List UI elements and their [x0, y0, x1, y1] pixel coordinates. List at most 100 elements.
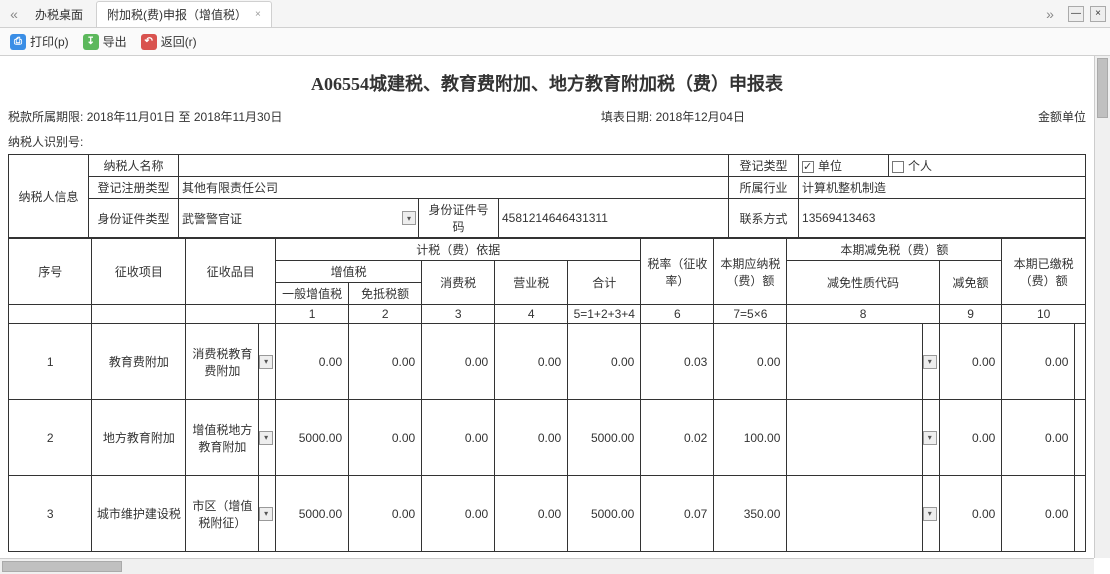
- tab-nav-right[interactable]: »: [1040, 6, 1060, 22]
- info-section-label: 纳税人信息: [9, 155, 89, 238]
- cell-v8[interactable]: [787, 476, 923, 552]
- cell-v4[interactable]: 0.00: [495, 324, 568, 400]
- cell-v8[interactable]: [787, 324, 923, 400]
- vertical-scrollbar[interactable]: [1094, 56, 1110, 558]
- cell-v3[interactable]: 0.00: [422, 476, 495, 552]
- cell-goods[interactable]: 市区（增值税附征）: [186, 476, 259, 552]
- exempt-dropdown[interactable]: ▾: [923, 476, 940, 552]
- cell-v2[interactable]: 0.00: [349, 324, 422, 400]
- tab-surtax-declare[interactable]: 附加税(费)申报（增值税） ×: [96, 1, 272, 27]
- period-value: 2018年11月01日 至 2018年11月30日: [87, 110, 283, 124]
- unit-check-label: 单位: [818, 159, 842, 173]
- regtype-label: 登记注册类型: [89, 177, 179, 199]
- idno-value[interactable]: 4581214646431311: [499, 199, 729, 238]
- back-icon: ↶: [141, 34, 157, 50]
- horizontal-scrollbar[interactable]: [0, 558, 1094, 574]
- hdr-vat: 增值税: [276, 261, 422, 283]
- goods-dropdown[interactable]: ▾: [259, 476, 276, 552]
- cell-edge: [1075, 400, 1086, 476]
- tab-nav-left[interactable]: «: [4, 6, 24, 22]
- cell-v2[interactable]: 0.00: [349, 476, 422, 552]
- cell-v4[interactable]: 0.00: [495, 400, 568, 476]
- cell-goods[interactable]: 消费税教育费附加: [186, 324, 259, 400]
- idtype-value[interactable]: 武警警官证 ▾: [179, 199, 419, 238]
- cell-v6[interactable]: 0.02: [641, 400, 714, 476]
- cell-v9[interactable]: 0.00: [939, 476, 1002, 552]
- hdr-paid: 本期已缴税（费）额: [1002, 239, 1086, 305]
- unit-label: 金额单位: [1038, 110, 1086, 124]
- cell-v9[interactable]: 0.00: [939, 324, 1002, 400]
- close-icon[interactable]: ×: [255, 9, 261, 20]
- cell-v9[interactable]: 0.00: [939, 400, 1002, 476]
- table-row: 1教育费附加消费税教育费附加▾0.000.000.000.000.000.030…: [9, 324, 1086, 400]
- exempt-dropdown[interactable]: ▾: [923, 324, 940, 400]
- cell-v8[interactable]: [787, 400, 923, 476]
- hdr-n9: 9: [939, 305, 1002, 324]
- table-row: 3城市维护建设税市区（增值税附征）▾5000.000.000.000.00500…: [9, 476, 1086, 552]
- hdr-exempt-amt: 减免额: [939, 261, 1002, 305]
- tab-bar: « 办税桌面 附加税(费)申报（增值税） × » — ×: [0, 0, 1110, 28]
- person-checkbox[interactable]: [892, 161, 904, 173]
- taxpayer-info-table: 纳税人信息 纳税人名称 登记类型 单位 个人 登记注册类型 其他有限责任公司 所…: [8, 154, 1086, 238]
- chevron-down-icon[interactable]: ▾: [923, 507, 937, 521]
- idtype-label: 身份证件类型: [89, 199, 179, 238]
- hdr-n3: 3: [422, 305, 495, 324]
- chevron-down-icon[interactable]: ▾: [259, 355, 273, 369]
- export-button[interactable]: ↧ 导出: [83, 33, 127, 50]
- unit-checkbox-cell[interactable]: 单位: [799, 155, 889, 177]
- chevron-down-icon[interactable]: ▾: [259, 507, 273, 521]
- cell-v1[interactable]: 5000.00: [276, 476, 349, 552]
- chevron-down-icon[interactable]: ▾: [923, 431, 937, 445]
- cell-v4[interactable]: 0.00: [495, 476, 568, 552]
- cell-v10[interactable]: 0.00: [1002, 400, 1075, 476]
- goods-dropdown[interactable]: ▾: [259, 324, 276, 400]
- name-label: 纳税人名称: [89, 155, 179, 177]
- exempt-dropdown[interactable]: ▾: [923, 400, 940, 476]
- hdr-seq: 序号: [9, 239, 92, 305]
- contact-label: 联系方式: [729, 199, 799, 238]
- chevron-down-icon[interactable]: ▾: [259, 431, 273, 445]
- industry-value[interactable]: 计算机整机制造: [799, 177, 1086, 199]
- minimize-button[interactable]: —: [1068, 6, 1084, 22]
- idno-label: 身份证件号码: [419, 199, 499, 238]
- cell-v10[interactable]: 0.00: [1002, 324, 1075, 400]
- scrollbar-thumb[interactable]: [1097, 58, 1108, 118]
- cell-edge: [1075, 324, 1086, 400]
- cell-v3[interactable]: 0.00: [422, 324, 495, 400]
- cell-v1[interactable]: 0.00: [276, 324, 349, 400]
- hdr-vat-exempt: 免抵税额: [349, 283, 422, 305]
- print-button[interactable]: ⎙ 打印(p): [10, 33, 69, 50]
- hdr-n6: 6: [641, 305, 714, 324]
- cell-item[interactable]: 教育费附加: [92, 324, 186, 400]
- unit-checkbox[interactable]: [802, 161, 814, 173]
- cell-v1[interactable]: 5000.00: [276, 400, 349, 476]
- cell-item[interactable]: 城市维护建设税: [92, 476, 186, 552]
- tab-desktop[interactable]: 办税桌面: [24, 1, 94, 27]
- name-value[interactable]: [179, 155, 729, 177]
- cell-v6[interactable]: 0.03: [641, 324, 714, 400]
- person-checkbox-cell[interactable]: 个人: [889, 155, 1086, 177]
- cell-v2[interactable]: 0.00: [349, 400, 422, 476]
- cell-v10[interactable]: 0.00: [1002, 476, 1075, 552]
- report-title: A06554城建税、教育费附加、地方教育附加税（费）申报表: [8, 64, 1086, 102]
- hdr-n5: 5=1+2+3+4: [568, 305, 641, 324]
- scrollbar-thumb[interactable]: [2, 561, 122, 572]
- regtype-value[interactable]: 其他有限责任公司: [179, 177, 729, 199]
- goods-dropdown[interactable]: ▾: [259, 400, 276, 476]
- chevron-down-icon[interactable]: ▾: [923, 355, 937, 369]
- report-content: A06554城建税、教育费附加、地方教育附加税（费）申报表 税款所属期限: 20…: [0, 56, 1094, 558]
- cell-edge: [1075, 476, 1086, 552]
- cell-v6[interactable]: 0.07: [641, 476, 714, 552]
- cell-v5: 5000.00: [568, 400, 641, 476]
- cell-goods[interactable]: 增值税地方教育附加: [186, 400, 259, 476]
- cell-v7: 350.00: [714, 476, 787, 552]
- back-button[interactable]: ↶ 返回(r): [141, 33, 197, 50]
- close-button[interactable]: ×: [1090, 6, 1106, 22]
- industry-label: 所属行业: [729, 177, 799, 199]
- hdr-n2: 2: [349, 305, 422, 324]
- cell-v3[interactable]: 0.00: [422, 400, 495, 476]
- chevron-down-icon[interactable]: ▾: [402, 211, 416, 225]
- hdr-exempt-code: 减免性质代码: [787, 261, 939, 305]
- contact-value[interactable]: 13569413463: [799, 199, 1086, 238]
- cell-item[interactable]: 地方教育附加: [92, 400, 186, 476]
